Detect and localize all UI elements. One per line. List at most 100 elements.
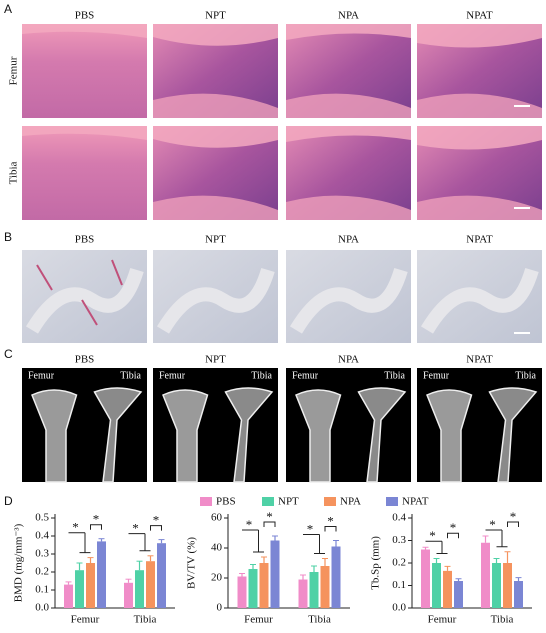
tissue-band [286, 126, 411, 142]
column-label: NPT [205, 10, 226, 22]
y-axis-label: BMD (mg/mm⁻³) [13, 523, 25, 602]
femur-bone [295, 389, 342, 483]
x-tick-label: Tibia [491, 614, 514, 626]
column-label: NPT [205, 234, 226, 246]
tibia-bone [488, 387, 538, 483]
tissue-band [417, 195, 542, 220]
bar [97, 541, 106, 608]
bracket [150, 525, 162, 531]
bracket [324, 526, 337, 532]
y-tick-label: 0.3 [35, 548, 49, 560]
bracket [90, 524, 102, 530]
bracket [242, 529, 264, 553]
bar [432, 563, 441, 608]
bar [157, 543, 166, 608]
significance: * [72, 520, 79, 535]
bar [320, 566, 330, 608]
sublabel: Femur [28, 370, 55, 381]
legend-label: PBS [216, 496, 236, 508]
tibia-bone [224, 387, 274, 483]
column-label: NPA [338, 354, 359, 366]
tissue-band [286, 93, 411, 118]
bar [443, 570, 452, 608]
legend-swatch [262, 497, 274, 506]
sublabel: Tibia [384, 370, 405, 381]
legend-label: NPA [340, 496, 361, 508]
y-axis-label: Tb.Sp (mm) [370, 536, 382, 590]
y-tick-label: 20 [211, 572, 223, 584]
column-label: NPA [338, 10, 359, 22]
bar [237, 576, 247, 608]
legend-swatch [324, 497, 336, 506]
trabecula [156, 267, 275, 334]
microct-image [22, 368, 147, 482]
column-label: PBS [75, 10, 95, 22]
column-label: NPAT [466, 10, 493, 22]
histology-image [22, 24, 147, 118]
column-label: NPT [205, 354, 226, 366]
y-axis-label: BV/TV (%) [186, 537, 198, 589]
x-tick-label: Femur [244, 614, 273, 626]
significance: * [132, 521, 139, 536]
y-tick-label: 0.5 [35, 512, 49, 524]
sublabel: Tibia [120, 370, 141, 381]
femur-bone [31, 389, 78, 483]
microct-image [286, 368, 411, 482]
y-tick-label: 0.2 [392, 557, 406, 569]
bar [309, 572, 319, 608]
legend-label: NPAT [402, 496, 429, 508]
bar [259, 563, 269, 608]
column-label: NPAT [466, 234, 493, 246]
y-tick-label: 0.1 [35, 584, 49, 596]
bar [86, 563, 95, 608]
sublabel: Femur [423, 370, 450, 381]
legend-swatch [200, 497, 212, 506]
bracket [447, 532, 459, 539]
y-tick-label: 40 [211, 542, 223, 554]
tissue-band [286, 24, 411, 40]
y-tick-label: 0.0 [35, 602, 49, 614]
bar [135, 570, 144, 608]
legend-label: NPT [278, 496, 299, 508]
bar [514, 581, 523, 608]
trabecula [289, 267, 408, 334]
femur-bone [426, 389, 473, 483]
x-tick-label: Tibia [134, 614, 157, 626]
panel-label: D [4, 494, 13, 508]
significance: * [307, 521, 314, 536]
y-tick-label: 60 [211, 512, 223, 524]
significance: * [489, 517, 496, 532]
tissue-band [286, 195, 411, 220]
panel-label: C [4, 347, 13, 361]
x-tick-label: Femur [428, 614, 457, 626]
tibia-bone [357, 387, 407, 483]
column-label: NPAT [466, 354, 493, 366]
significance: * [266, 509, 273, 524]
femur-bone [162, 389, 209, 483]
bracket [485, 529, 508, 548]
column-label: PBS [75, 354, 95, 366]
significance: * [429, 528, 436, 543]
row-label: Tibia [8, 161, 20, 184]
microct-image [153, 368, 278, 482]
tissue-band [153, 126, 278, 148]
significance: * [153, 513, 160, 528]
bar [146, 561, 155, 608]
bracket [128, 533, 151, 552]
bar [248, 569, 258, 608]
significance: * [327, 513, 334, 528]
y-tick-label: 0.2 [35, 566, 49, 578]
significance: * [93, 512, 100, 527]
trabecula [420, 267, 539, 334]
bar [298, 579, 308, 608]
sublabel: Femur [292, 370, 319, 381]
tissue-band [22, 24, 147, 38]
panel-label: B [4, 230, 12, 244]
bracket [303, 534, 325, 554]
bracket [507, 521, 519, 527]
tissue-band [153, 195, 278, 220]
bar [481, 542, 490, 608]
significance: * [450, 520, 457, 535]
y-tick-label: 0.4 [35, 530, 49, 542]
